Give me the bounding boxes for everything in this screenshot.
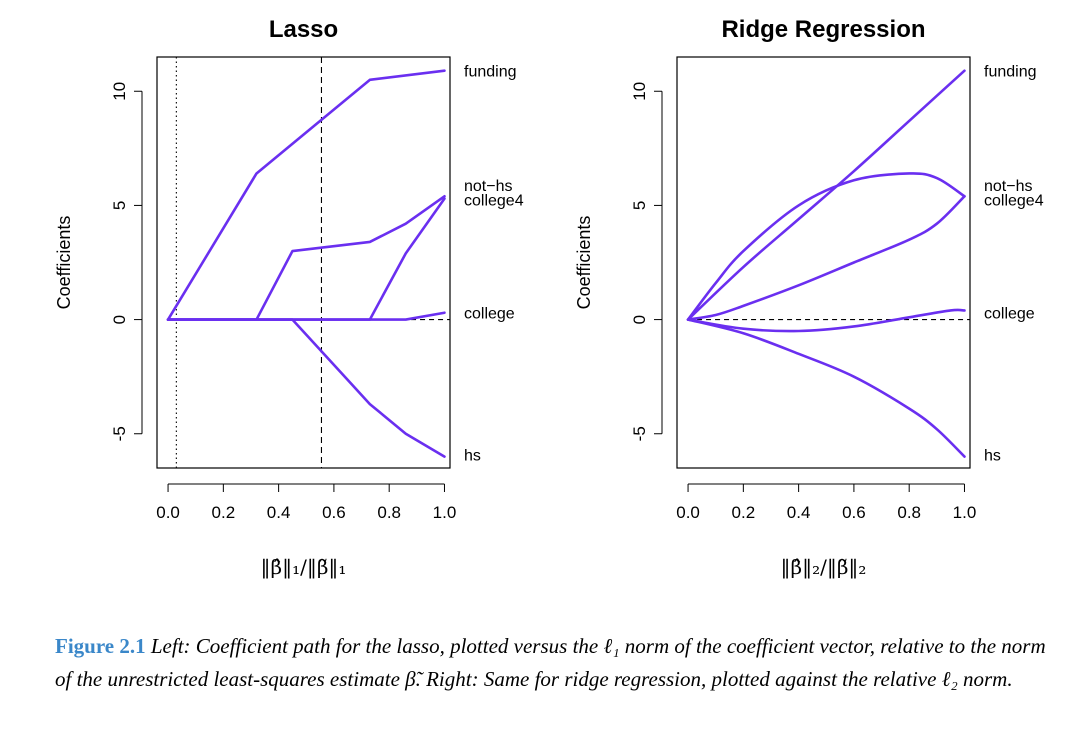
lasso-y-tick-label: 5 [110,201,129,210]
lasso-x-tick-label: 0.6 [322,503,346,522]
lasso-y-tick-label: -5 [110,426,129,441]
lasso-plot-frame [156,56,451,469]
lasso-label-funding: funding [464,64,517,81]
figure-canvas: Lasso 0.0 0.2 0.4 0.6 0.8 1.0 -5 0 5 10 Coefficient… [54,16,1044,580]
lasso-x-tick-label: 0.2 [212,503,236,522]
lasso-x-tick-label: 0.4 [267,503,291,522]
ridge-x-tick-label: 0.2 [732,503,756,522]
ridge-x-tick-label: 0.8 [897,503,921,522]
lasso-panel: Lasso 0.0 0.2 0.4 0.6 0.8 1.0 -5 0 5 10 Coefficient… [54,16,524,580]
lasso-series-hs [166,318,446,458]
ridge-x-tick-label: 0.0 [676,503,700,522]
ridge-label-college: college [984,306,1035,323]
lasso-x-tick-label: 0.0 [156,503,180,522]
lasso-x-tick-label: 1.0 [433,503,457,522]
ridge-plot-frame [676,56,971,469]
ridge-x-tick-label: 0.6 [842,503,866,522]
ridge-label-noths: not−hs [984,178,1032,195]
ridge-series-college4 [686,194,966,321]
ridge-panel: Ridge Regression 0.0 0.2 0.4 0.6 0.8 1.0 -5 0 5 10… [574,16,1044,580]
ridge-y-tick-label: 0 [630,315,649,324]
lasso-series-college4 [166,197,446,321]
ridge-y-tick-label: -5 [630,426,649,441]
lasso-y-tick-label: 0 [110,315,129,324]
ridge-series-college [686,308,966,333]
lasso-title: Lasso [269,16,338,43]
figure-number: Figure 2.1 [55,634,146,658]
ridge-y-axis-label: Coefficients [574,216,594,310]
ridge-series-hs [686,318,966,458]
lasso-label-noths: not−hs [464,178,512,195]
ridge-series-funding [686,69,966,321]
ridge-x-tick-label: 1.0 [953,503,977,522]
lasso-y-tick-label: 10 [110,82,129,101]
lasso-label-college: college [464,306,515,323]
lasso-x-axis-label: ‖β̂‖₁/‖β̃‖₁ [261,555,347,580]
ridge-y-tick-label: 5 [630,201,649,210]
ridge-label-college4: college4 [984,193,1044,210]
lasso-x-tick-label: 0.8 [377,503,401,522]
ridge-series-not-hs [686,172,966,321]
ridge-x-axis-label: ‖β̂‖₂/‖β̃‖₂ [781,555,867,580]
ridge-x-tick-label: 0.4 [787,503,811,522]
lasso-label-hs: hs [464,447,481,464]
lasso-series-funding [166,69,446,321]
lasso-y-axis-label: Coefficients [54,216,74,310]
caption-text: Left: Coefficient path for the lasso, pl… [55,634,1046,691]
ridge-label-hs: hs [984,447,1001,464]
ridge-title: Ridge Regression [721,16,925,43]
ridge-label-funding: funding [984,64,1037,81]
figure-caption: Figure 2.1 Left: Coefficient path for th… [55,630,1055,696]
lasso-label-college4: college4 [464,193,524,210]
ridge-y-tick-label: 10 [630,82,649,101]
